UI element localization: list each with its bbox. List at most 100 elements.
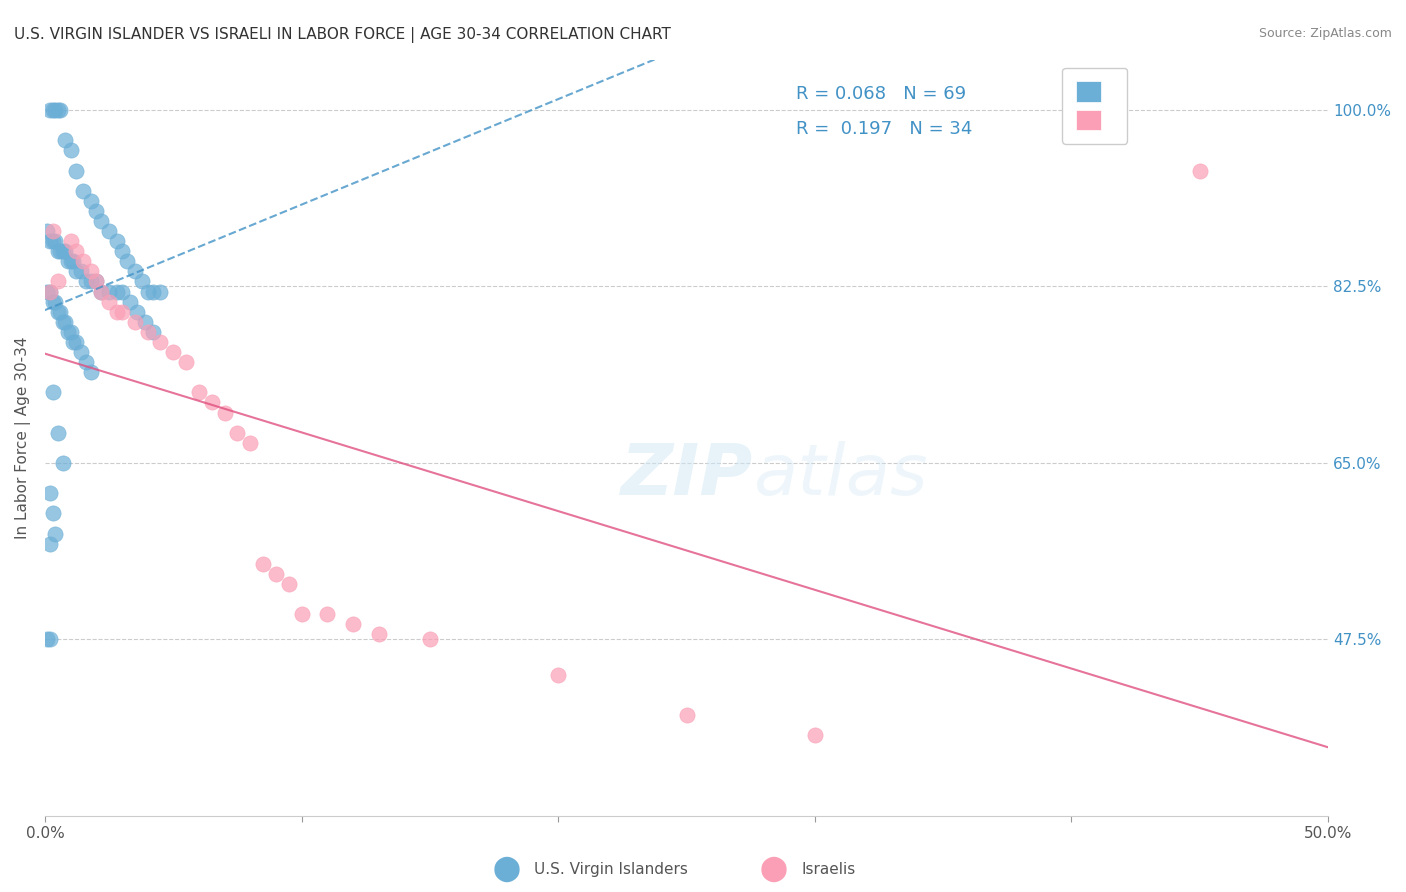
Israelis bbox=[277, 577, 299, 591]
U.S. Virgin Islanders bbox=[37, 632, 59, 647]
U.S. Virgin Islanders bbox=[111, 285, 134, 299]
U.S. Virgin Islanders bbox=[80, 194, 103, 208]
U.S. Virgin Islanders bbox=[136, 285, 159, 299]
Israelis bbox=[201, 395, 224, 409]
U.S. Virgin Islanders bbox=[142, 285, 165, 299]
U.S. Virgin Islanders bbox=[98, 285, 121, 299]
U.S. Virgin Islanders bbox=[90, 214, 112, 228]
U.S. Virgin Islanders bbox=[115, 254, 138, 268]
Israelis bbox=[41, 224, 63, 238]
Israelis bbox=[149, 334, 172, 349]
U.S. Virgin Islanders bbox=[49, 244, 72, 259]
U.S. Virgin Islanders bbox=[44, 103, 66, 117]
Israelis bbox=[174, 355, 197, 369]
U.S. Virgin Islanders bbox=[46, 103, 69, 117]
U.S. Virgin Islanders bbox=[105, 234, 128, 248]
Israelis bbox=[187, 385, 209, 400]
Israelis bbox=[90, 285, 112, 299]
U.S. Virgin Islanders bbox=[80, 275, 103, 289]
Text: Israelis: Israelis bbox=[801, 863, 856, 877]
U.S. Virgin Islanders bbox=[37, 285, 59, 299]
Text: U.S. Virgin Islanders: U.S. Virgin Islanders bbox=[534, 863, 688, 877]
Israelis bbox=[226, 425, 249, 440]
U.S. Virgin Islanders bbox=[55, 244, 77, 259]
U.S. Virgin Islanders bbox=[39, 285, 62, 299]
U.S. Virgin Islanders bbox=[55, 315, 77, 329]
Israelis bbox=[162, 345, 184, 359]
Text: U.S. VIRGIN ISLANDER VS ISRAELI IN LABOR FORCE | AGE 30-34 CORRELATION CHART: U.S. VIRGIN ISLANDER VS ISRAELI IN LABOR… bbox=[14, 27, 671, 43]
Israelis bbox=[65, 244, 87, 259]
U.S. Virgin Islanders bbox=[41, 385, 63, 400]
Israelis bbox=[84, 275, 107, 289]
U.S. Virgin Islanders bbox=[127, 304, 149, 318]
U.S. Virgin Islanders bbox=[80, 365, 103, 379]
Israelis bbox=[80, 264, 103, 278]
Israelis bbox=[136, 325, 159, 339]
Y-axis label: In Labor Force | Age 30-34: In Labor Force | Age 30-34 bbox=[15, 336, 31, 539]
U.S. Virgin Islanders bbox=[56, 325, 79, 339]
Israelis bbox=[98, 294, 121, 309]
U.S. Virgin Islanders bbox=[84, 203, 107, 218]
U.S. Virgin Islanders bbox=[46, 304, 69, 318]
U.S. Virgin Islanders bbox=[59, 325, 82, 339]
U.S. Virgin Islanders bbox=[44, 526, 66, 541]
Israelis bbox=[72, 254, 94, 268]
Israelis bbox=[290, 607, 312, 622]
U.S. Virgin Islanders bbox=[62, 334, 84, 349]
Israelis bbox=[252, 557, 274, 571]
U.S. Virgin Islanders bbox=[59, 254, 82, 268]
U.S. Virgin Islanders bbox=[65, 264, 87, 278]
U.S. Virgin Islanders bbox=[41, 294, 63, 309]
Israelis bbox=[214, 405, 236, 419]
Israelis bbox=[239, 435, 262, 450]
Israelis bbox=[59, 234, 82, 248]
Israelis bbox=[804, 728, 827, 742]
U.S. Virgin Islanders bbox=[75, 355, 97, 369]
Israelis bbox=[316, 607, 339, 622]
Israelis bbox=[264, 566, 287, 581]
Text: R =  0.197   N = 34: R = 0.197 N = 34 bbox=[796, 120, 972, 138]
U.S. Virgin Islanders bbox=[62, 254, 84, 268]
U.S. Virgin Islanders bbox=[131, 275, 153, 289]
U.S. Virgin Islanders bbox=[90, 285, 112, 299]
U.S. Virgin Islanders bbox=[124, 264, 146, 278]
U.S. Virgin Islanders bbox=[69, 345, 91, 359]
U.S. Virgin Islanders bbox=[52, 456, 75, 470]
U.S. Virgin Islanders bbox=[39, 234, 62, 248]
U.S. Virgin Islanders bbox=[65, 163, 87, 178]
U.S. Virgin Islanders bbox=[75, 275, 97, 289]
U.S. Virgin Islanders bbox=[41, 507, 63, 521]
U.S. Virgin Islanders bbox=[118, 294, 141, 309]
U.S. Virgin Islanders bbox=[49, 103, 72, 117]
U.S. Virgin Islanders bbox=[49, 304, 72, 318]
U.S. Virgin Islanders bbox=[52, 244, 75, 259]
Text: Source: ZipAtlas.com: Source: ZipAtlas.com bbox=[1258, 27, 1392, 40]
U.S. Virgin Islanders bbox=[37, 224, 59, 238]
Legend: , : , bbox=[1063, 68, 1128, 144]
U.S. Virgin Islanders bbox=[52, 315, 75, 329]
U.S. Virgin Islanders bbox=[84, 275, 107, 289]
U.S. Virgin Islanders bbox=[44, 234, 66, 248]
U.S. Virgin Islanders bbox=[98, 224, 121, 238]
U.S. Virgin Islanders bbox=[111, 244, 134, 259]
U.S. Virgin Islanders bbox=[72, 184, 94, 198]
U.S. Virgin Islanders bbox=[46, 244, 69, 259]
Israelis bbox=[419, 632, 441, 647]
U.S. Virgin Islanders bbox=[39, 536, 62, 550]
U.S. Virgin Islanders bbox=[41, 103, 63, 117]
Israelis bbox=[1188, 163, 1211, 178]
Israelis bbox=[367, 627, 389, 641]
Israelis bbox=[675, 708, 697, 723]
Text: atlas: atlas bbox=[754, 441, 928, 510]
Text: ⬤: ⬤ bbox=[492, 857, 520, 882]
Israelis bbox=[342, 617, 364, 632]
U.S. Virgin Islanders bbox=[105, 285, 128, 299]
U.S. Virgin Islanders bbox=[149, 285, 172, 299]
U.S. Virgin Islanders bbox=[69, 264, 91, 278]
U.S. Virgin Islanders bbox=[56, 254, 79, 268]
U.S. Virgin Islanders bbox=[41, 234, 63, 248]
U.S. Virgin Islanders bbox=[134, 315, 156, 329]
U.S. Virgin Islanders bbox=[55, 133, 77, 147]
U.S. Virgin Islanders bbox=[39, 486, 62, 500]
U.S. Virgin Islanders bbox=[142, 325, 165, 339]
